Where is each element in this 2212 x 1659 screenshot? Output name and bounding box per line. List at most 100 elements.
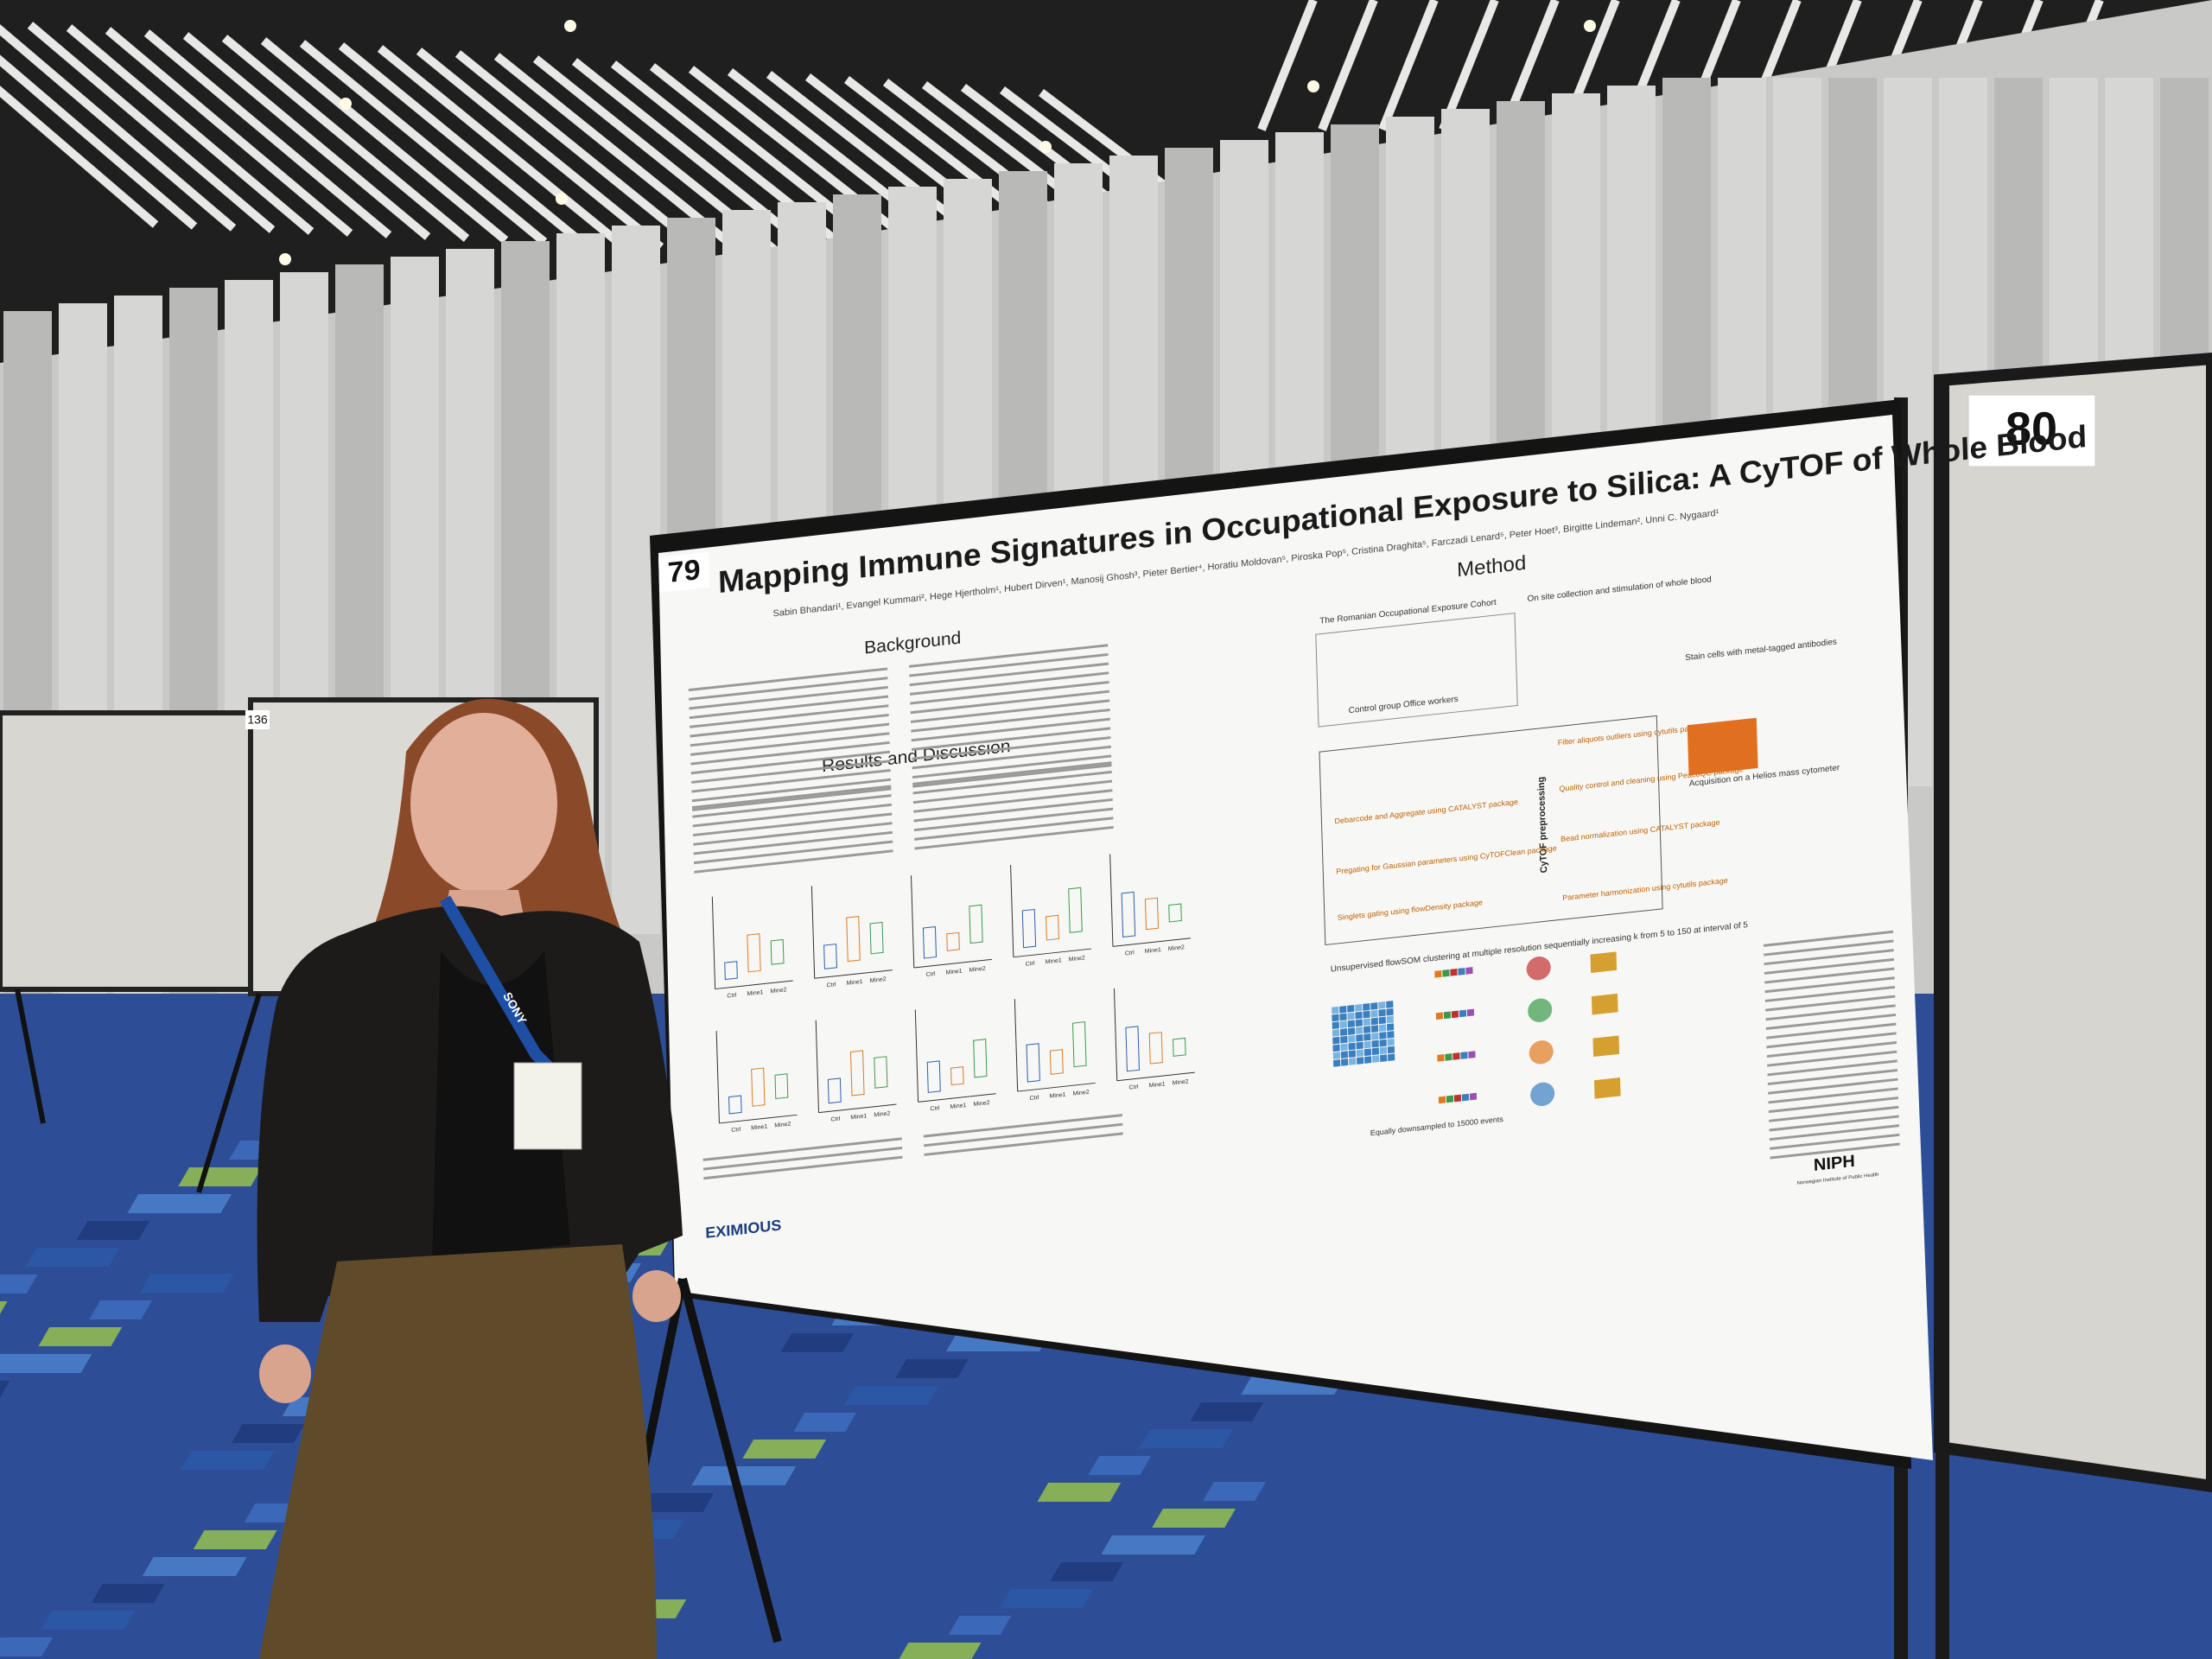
hand <box>259 1344 311 1403</box>
cluster-cell <box>1445 1053 1452 1061</box>
cytometer-icon <box>1687 717 1758 776</box>
heatmap <box>1593 1077 1621 1099</box>
carpet-patch <box>691 1466 797 1485</box>
cluster-cell <box>1387 1031 1395 1039</box>
cluster-cell <box>1332 1036 1340 1045</box>
text-line <box>923 1114 1123 1138</box>
plot-group-label: Mine2 <box>770 987 786 995</box>
slat <box>299 40 548 245</box>
umap-blob <box>1530 1082 1555 1107</box>
cluster-cell <box>1370 1025 1379 1033</box>
cluster-cell <box>1363 1003 1370 1011</box>
slat <box>143 29 392 238</box>
boxplot-panels: Ctrl Mine1 Mine2 Ctrl Mine1 Mine2 Ctrl Mine1 Min… <box>711 854 1195 1134</box>
text-line <box>912 754 1112 779</box>
plot-group-label: Mine1 <box>850 1113 867 1121</box>
carpet-patch <box>89 1300 153 1319</box>
cluster-cell <box>1356 1041 1363 1050</box>
text-line <box>1768 1096 1899 1114</box>
heatmap <box>1592 1035 1620 1058</box>
cluster-cell <box>1451 1010 1459 1019</box>
carpet-patch <box>41 1611 135 1630</box>
text-line <box>1770 1142 1900 1160</box>
plot-axis <box>914 1009 919 1103</box>
cluster-cell <box>1333 1059 1341 1067</box>
text-line <box>703 1155 903 1180</box>
text-line <box>911 727 1111 751</box>
carpet-patch <box>178 1167 262 1186</box>
cluster-cell <box>1348 1042 1356 1051</box>
text-line <box>1767 1050 1897 1067</box>
text-line <box>1764 957 1895 975</box>
carpet-patch <box>76 1221 150 1240</box>
cluster-cell <box>1380 1054 1388 1062</box>
plot-axis <box>715 1031 720 1123</box>
right-board <box>1934 352 2212 1493</box>
slat <box>1318 0 1378 131</box>
text-line <box>909 652 1109 677</box>
easel-leg <box>678 1277 782 1643</box>
plot-group-label: Mine2 <box>1168 944 1185 952</box>
box <box>1173 1037 1186 1057</box>
slat <box>66 24 315 235</box>
cluster-cell <box>1437 1054 1445 1062</box>
plot-group-label: Ctrl <box>1026 961 1036 968</box>
cluster-cell <box>1356 1033 1363 1042</box>
text-line <box>1767 1059 1897 1077</box>
cluster-cell <box>1357 1057 1364 1065</box>
umap-blob <box>1526 957 1551 981</box>
plot-group-label: Mine2 <box>1172 1079 1188 1087</box>
plot-axis <box>910 875 915 969</box>
text-line <box>689 677 888 701</box>
cluster-cell <box>1355 1019 1363 1027</box>
board-number-box <box>245 710 270 729</box>
text-line <box>1764 976 1895 994</box>
ceiling-light <box>564 20 576 32</box>
cluster-cell <box>1371 1047 1380 1056</box>
plot-group-label: Mine1 <box>1046 957 1062 965</box>
carpet-patch <box>1050 1562 1124 1581</box>
cluster-cell <box>1347 1012 1355 1020</box>
slat <box>454 50 703 252</box>
slat <box>105 27 353 237</box>
skirt <box>259 1244 657 1659</box>
cluster-cell <box>1387 1038 1395 1046</box>
logo: NIPH <box>1814 1152 1855 1175</box>
text-line <box>1769 1105 1899 1122</box>
cluster-cell <box>1438 1096 1446 1104</box>
ceiling-light <box>1584 20 1596 32</box>
cluster-cell <box>1446 1095 1454 1103</box>
text-line <box>1770 1133 1900 1150</box>
plot-group-label: Mine1 <box>751 1124 767 1132</box>
text-line <box>1763 930 1894 947</box>
cluster-cell <box>1339 1005 1347 1014</box>
text-line <box>690 704 889 728</box>
ceiling-light <box>556 193 568 205</box>
plot-group-label: Mine2 <box>973 1100 989 1108</box>
carpet-patch <box>140 1274 234 1293</box>
slat <box>0 23 237 232</box>
text-line <box>689 695 889 720</box>
box <box>770 938 785 965</box>
cluster-cell <box>1442 969 1450 977</box>
box <box>827 1077 842 1104</box>
plot-axis <box>1017 1082 1096 1092</box>
umap-blob <box>1529 1040 1554 1065</box>
carpet-patch <box>127 1194 232 1213</box>
carpet-patch <box>780 1333 855 1352</box>
cluster-cell <box>1363 1033 1371 1041</box>
box <box>1071 1021 1087 1068</box>
text-line <box>692 785 892 810</box>
cluster-cell <box>1379 1046 1388 1055</box>
ceiling-light <box>279 253 291 265</box>
text-line <box>911 717 1110 742</box>
cluster-cell <box>1347 1020 1355 1028</box>
cluster-cell <box>1332 1029 1340 1037</box>
cluster-cell <box>1347 1027 1356 1035</box>
poster-number: 79 <box>667 554 701 588</box>
box <box>1068 887 1083 933</box>
cluster-cell <box>1363 1048 1372 1057</box>
slat <box>221 35 470 242</box>
cluster-cell <box>1388 1053 1395 1061</box>
plot-group-label: Ctrl <box>1029 1095 1039 1102</box>
